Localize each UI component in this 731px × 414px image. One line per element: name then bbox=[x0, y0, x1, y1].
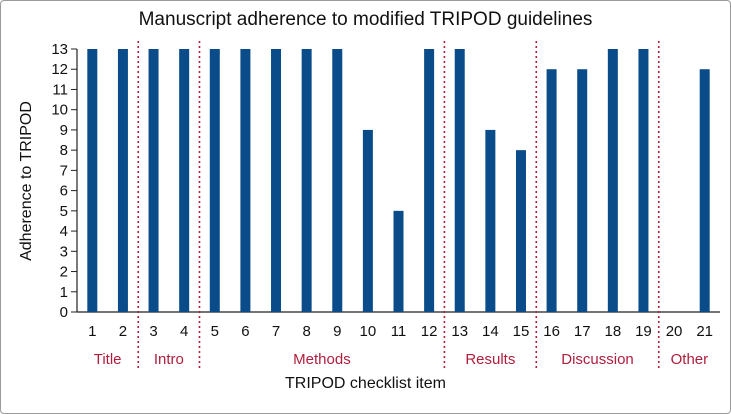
y-tick-label: 9 bbox=[60, 122, 68, 139]
bar bbox=[301, 49, 312, 312]
x-tick-label: 2 bbox=[119, 323, 127, 340]
y-tick-label: 1 bbox=[60, 284, 68, 301]
x-tick-label: 3 bbox=[149, 323, 157, 340]
bar bbox=[117, 49, 128, 312]
group-label: Title bbox=[94, 351, 122, 368]
x-tick-label: 5 bbox=[211, 323, 219, 340]
x-tick-label: 15 bbox=[513, 323, 530, 340]
x-tick-label: 4 bbox=[180, 323, 188, 340]
y-tick-label: 13 bbox=[51, 41, 68, 58]
y-tick-label: 4 bbox=[60, 223, 68, 240]
bar bbox=[271, 49, 282, 312]
bar bbox=[515, 150, 526, 312]
x-tick-label: 8 bbox=[302, 323, 310, 340]
y-tick-label: 0 bbox=[60, 304, 68, 321]
bar bbox=[362, 129, 373, 312]
y-tick-label: 12 bbox=[51, 61, 68, 78]
x-tick-label: 14 bbox=[482, 323, 499, 340]
y-tick-label: 11 bbox=[52, 81, 68, 98]
bar bbox=[179, 49, 190, 312]
chart-title: Manuscript adherence to modified TRIPOD … bbox=[138, 9, 593, 30]
bar bbox=[332, 49, 343, 312]
x-tick-label: 11 bbox=[391, 323, 407, 340]
x-tick-label: 7 bbox=[272, 323, 280, 340]
bar bbox=[699, 69, 710, 312]
x-tick-label: 18 bbox=[604, 323, 621, 340]
x-tick-label: 16 bbox=[543, 323, 560, 340]
bar bbox=[148, 49, 159, 312]
bar bbox=[638, 49, 649, 312]
group-label: Discussion bbox=[561, 351, 634, 368]
x-tick-label: 21 bbox=[696, 323, 713, 340]
x-tick-label: 13 bbox=[451, 323, 468, 340]
y-tick-label: 2 bbox=[60, 264, 68, 281]
bar bbox=[424, 49, 435, 312]
x-tick-label: 20 bbox=[666, 323, 683, 340]
bar bbox=[393, 210, 404, 312]
bar bbox=[607, 49, 618, 312]
x-axis-label: TRIPOD checklist item bbox=[285, 375, 446, 392]
y-tick-label: 3 bbox=[60, 243, 68, 260]
y-tick-label: 10 bbox=[51, 102, 68, 119]
x-tick-label: 19 bbox=[635, 323, 652, 340]
bar bbox=[209, 49, 220, 312]
group-label: Other bbox=[671, 351, 709, 368]
bar bbox=[240, 49, 251, 312]
x-tick-label: 1 bbox=[88, 323, 96, 340]
bar bbox=[87, 49, 98, 312]
x-tick-label: 17 bbox=[574, 323, 591, 340]
y-tick-label: 6 bbox=[60, 183, 68, 200]
bar bbox=[454, 49, 465, 312]
x-tick-label: 12 bbox=[421, 323, 438, 340]
bar bbox=[577, 69, 588, 312]
bar bbox=[485, 129, 496, 312]
group-label: Results bbox=[465, 351, 515, 368]
bar bbox=[546, 69, 557, 312]
x-tick-label: 10 bbox=[360, 323, 377, 340]
y-tick-label: 8 bbox=[60, 142, 68, 159]
group-label: Intro bbox=[154, 351, 184, 368]
y-tick-label: 7 bbox=[60, 162, 68, 179]
group-label: Methods bbox=[293, 351, 351, 368]
y-tick-label: 5 bbox=[60, 203, 68, 220]
x-tick-label: 6 bbox=[241, 323, 249, 340]
x-tick-label: 9 bbox=[333, 323, 341, 340]
